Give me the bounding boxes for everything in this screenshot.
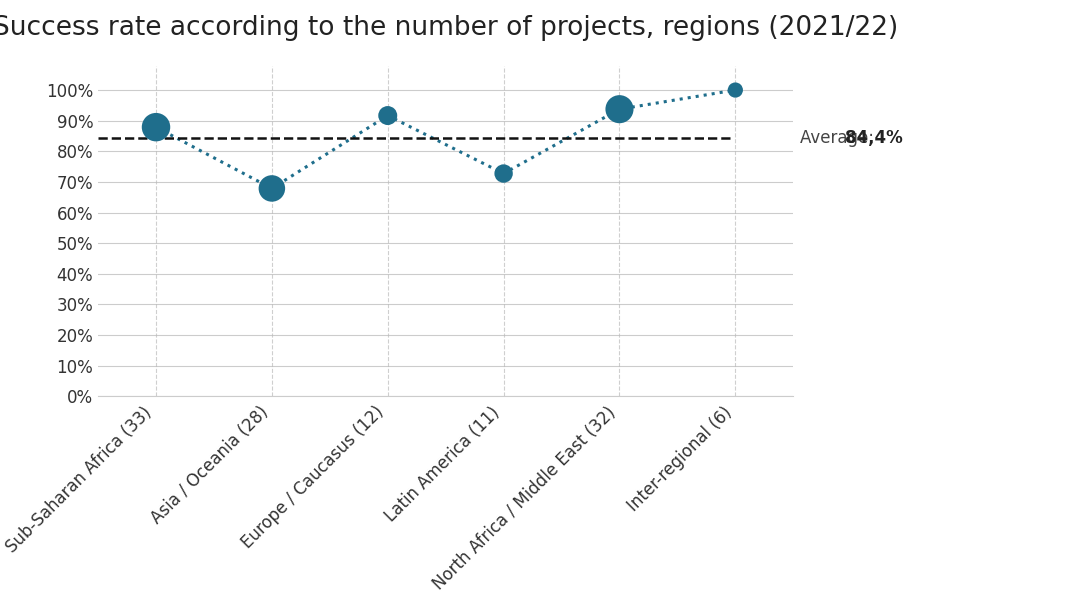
Title: Success rate according to the number of projects, regions (2021/22): Success rate according to the number of … — [0, 15, 899, 41]
Point — [264, 184, 281, 193]
Point — [727, 85, 744, 95]
Point — [495, 168, 512, 178]
Text: 84,4%: 84,4% — [846, 129, 903, 147]
Point — [611, 105, 629, 114]
Point — [379, 111, 396, 120]
Point — [147, 122, 164, 132]
Text: Average:: Average: — [800, 129, 879, 147]
